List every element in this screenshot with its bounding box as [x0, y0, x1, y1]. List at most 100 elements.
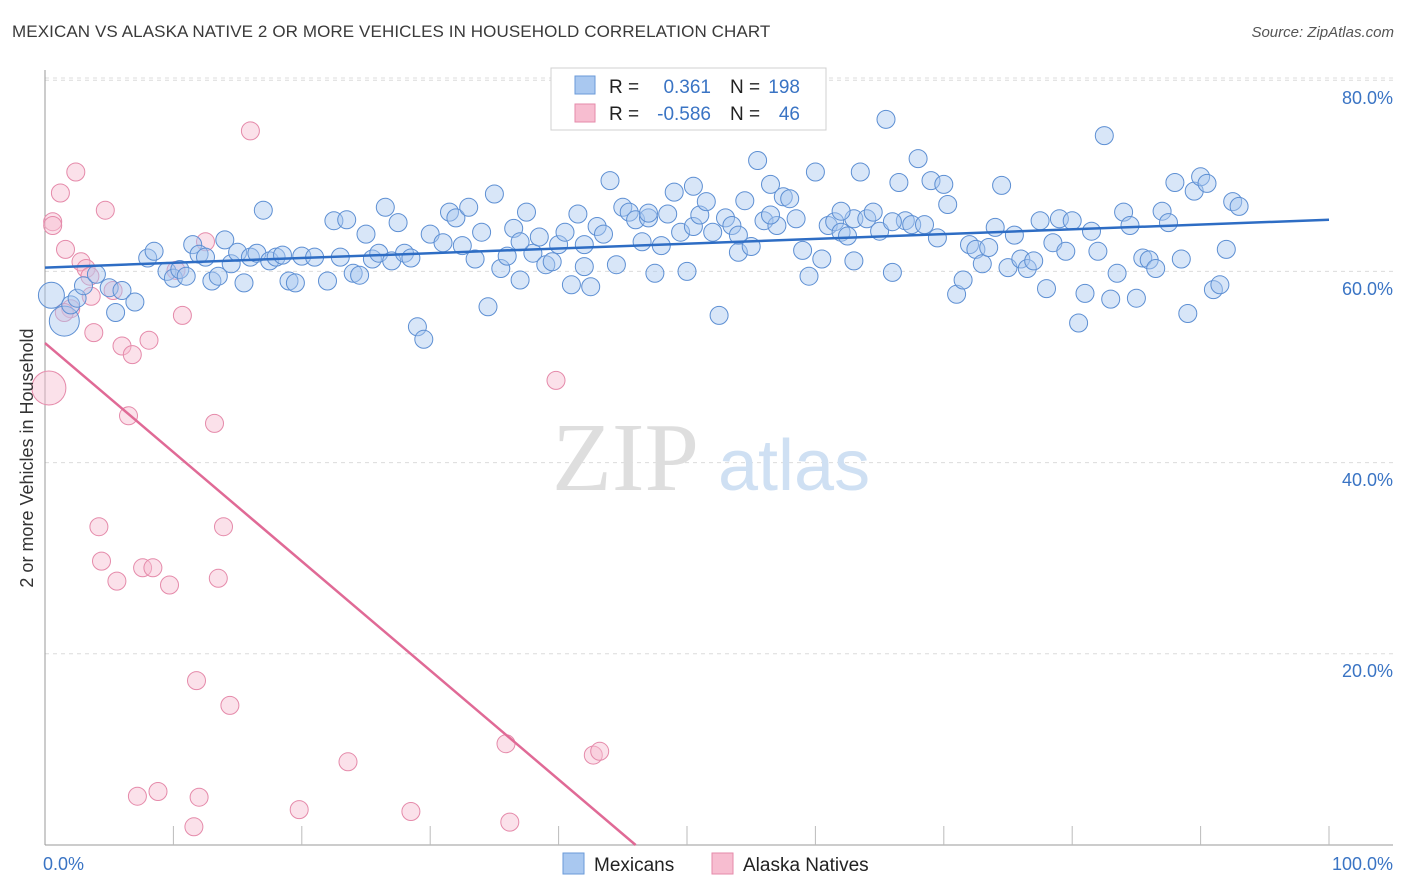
alaska-native-point	[220, 695, 240, 715]
mexican-point	[696, 192, 716, 212]
mexican-point	[1146, 259, 1166, 278]
mexican-point	[658, 204, 678, 224]
mexican-point	[709, 305, 729, 325]
alaska-native-point	[95, 200, 115, 220]
mexicans-trend-line	[44, 218, 1330, 269]
mexican-point	[938, 195, 958, 214]
mexican-point	[703, 222, 723, 242]
mexican-point	[831, 201, 851, 221]
alaska-native-point	[583, 745, 603, 765]
legend-r-label: R =	[609, 77, 639, 98]
mexican-point	[1216, 239, 1236, 259]
alaska-native-point	[107, 571, 127, 591]
legend-n-label: N =	[730, 77, 760, 98]
mexican-point	[568, 204, 588, 224]
mexican-point	[99, 278, 119, 298]
mexican-point	[1062, 211, 1082, 231]
mexican-point	[1229, 196, 1249, 216]
mexican-point	[273, 245, 292, 265]
mexican-point	[953, 270, 973, 290]
mexican-point	[581, 277, 601, 297]
mexican-point	[671, 222, 691, 242]
alaska-native-point	[66, 162, 86, 182]
mexican-point	[1165, 173, 1185, 192]
alaska-native-point	[500, 812, 520, 832]
mexican-point	[773, 187, 793, 207]
mexican-point	[683, 176, 703, 196]
alaska-native-point	[546, 370, 566, 390]
mexican-point	[606, 255, 626, 275]
mexican-point	[664, 182, 684, 202]
alaska-native-point	[139, 330, 159, 350]
mexican-point	[838, 226, 857, 246]
mexican-point	[1171, 249, 1191, 269]
mexican-point	[921, 171, 941, 191]
mexican-point	[1107, 263, 1127, 283]
mexican-point	[799, 266, 819, 286]
legend-n-value: 198	[768, 77, 800, 98]
mexican-point	[337, 210, 357, 230]
mexican-point	[1178, 304, 1198, 323]
mexican-point	[1056, 241, 1076, 261]
mexican-point	[208, 266, 228, 286]
mexican-point	[716, 208, 735, 228]
mexican-point	[1082, 221, 1101, 241]
mexican-point	[677, 261, 697, 281]
mexican-point	[472, 222, 492, 242]
mexican-point	[350, 265, 370, 285]
mexican-point	[260, 251, 280, 271]
mexican-point	[183, 235, 203, 255]
mexican-point	[780, 189, 800, 209]
mexican-point	[574, 257, 594, 277]
mexican-point	[407, 317, 427, 337]
alaska-natives-trend-line	[44, 342, 637, 846]
mexican-point	[1088, 241, 1108, 261]
gridlines	[45, 77, 1393, 655]
mexican-point	[844, 251, 864, 271]
y-tick-label: 60.0%	[1342, 279, 1393, 299]
mexican-point	[517, 202, 536, 222]
mexican-point	[587, 217, 607, 236]
mexican-point	[510, 270, 530, 290]
mexican-point	[491, 259, 511, 278]
x-tick-label-min: 0.0%	[43, 854, 84, 874]
legend-r-value: -0.586	[657, 104, 711, 125]
alaska-native-point	[590, 741, 610, 761]
mexican-point	[979, 238, 999, 257]
mexican-point	[761, 205, 780, 225]
mexican-point	[908, 149, 928, 169]
alaska-native-point	[133, 558, 153, 578]
alaska-native-point	[208, 568, 228, 588]
alaska-native-point	[289, 800, 309, 820]
mexican-point	[433, 233, 453, 253]
mexican-point	[767, 216, 787, 235]
alaska-native-point	[187, 671, 206, 691]
watermark-zip: ZIP	[552, 404, 699, 512]
alaska-native-point	[401, 802, 421, 821]
mexican-point	[285, 273, 305, 293]
mexican-point	[1120, 216, 1140, 235]
alaska-native-point	[189, 787, 209, 807]
mexican-point	[253, 200, 273, 220]
mexican-point	[459, 197, 479, 217]
alaska-native-point	[127, 786, 147, 806]
alaska-native-point	[31, 370, 67, 406]
legend-swatch-mexicans	[574, 75, 596, 95]
mexican-point	[1069, 313, 1089, 333]
mexican-point	[825, 212, 845, 232]
mexican-point	[915, 215, 934, 235]
x-ticks	[172, 826, 1330, 845]
alaska-native-point	[240, 121, 260, 141]
mexican-point	[414, 329, 434, 349]
mexican-point	[639, 203, 658, 223]
mexican-point	[728, 225, 748, 245]
bottom-legend-swatch-mexicans	[562, 852, 585, 875]
mexican-point	[388, 213, 408, 233]
mexican-point	[343, 263, 363, 283]
stats-legend-box	[550, 67, 827, 131]
axes	[44, 70, 1393, 846]
mexican-point	[452, 236, 472, 256]
alaska-native-point	[122, 345, 142, 365]
mexican-point	[600, 171, 620, 191]
stats-legend: R = 0.361 N = 198 R = -0.586 N = 46	[550, 67, 827, 131]
